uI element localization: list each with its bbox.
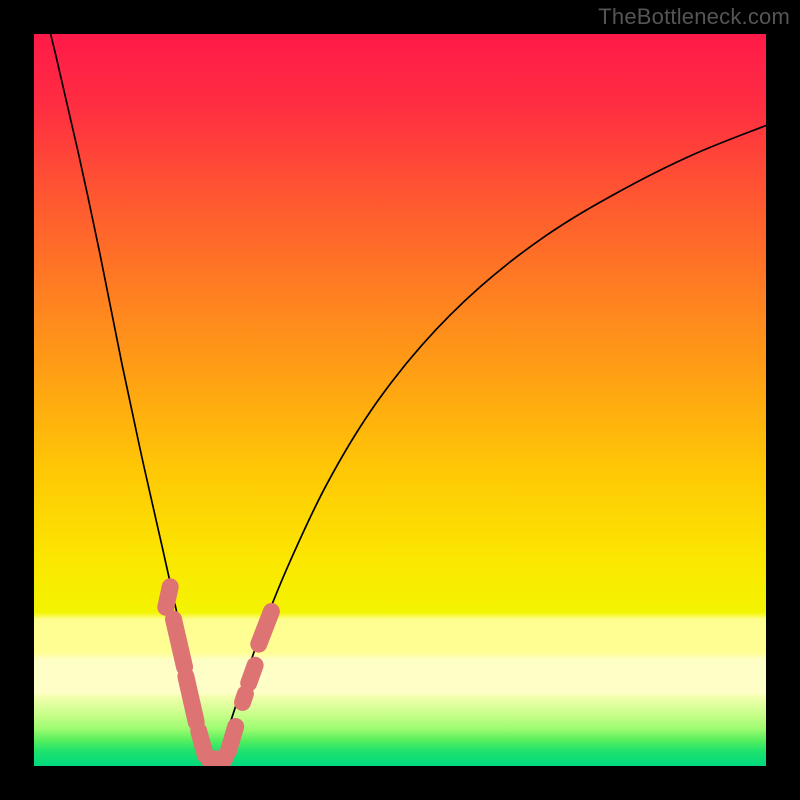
curve-right-arm (213, 126, 766, 763)
bottleneck-curve (34, 34, 766, 766)
plot-area (34, 34, 766, 766)
watermark-text: TheBottleneck.com (598, 4, 790, 30)
